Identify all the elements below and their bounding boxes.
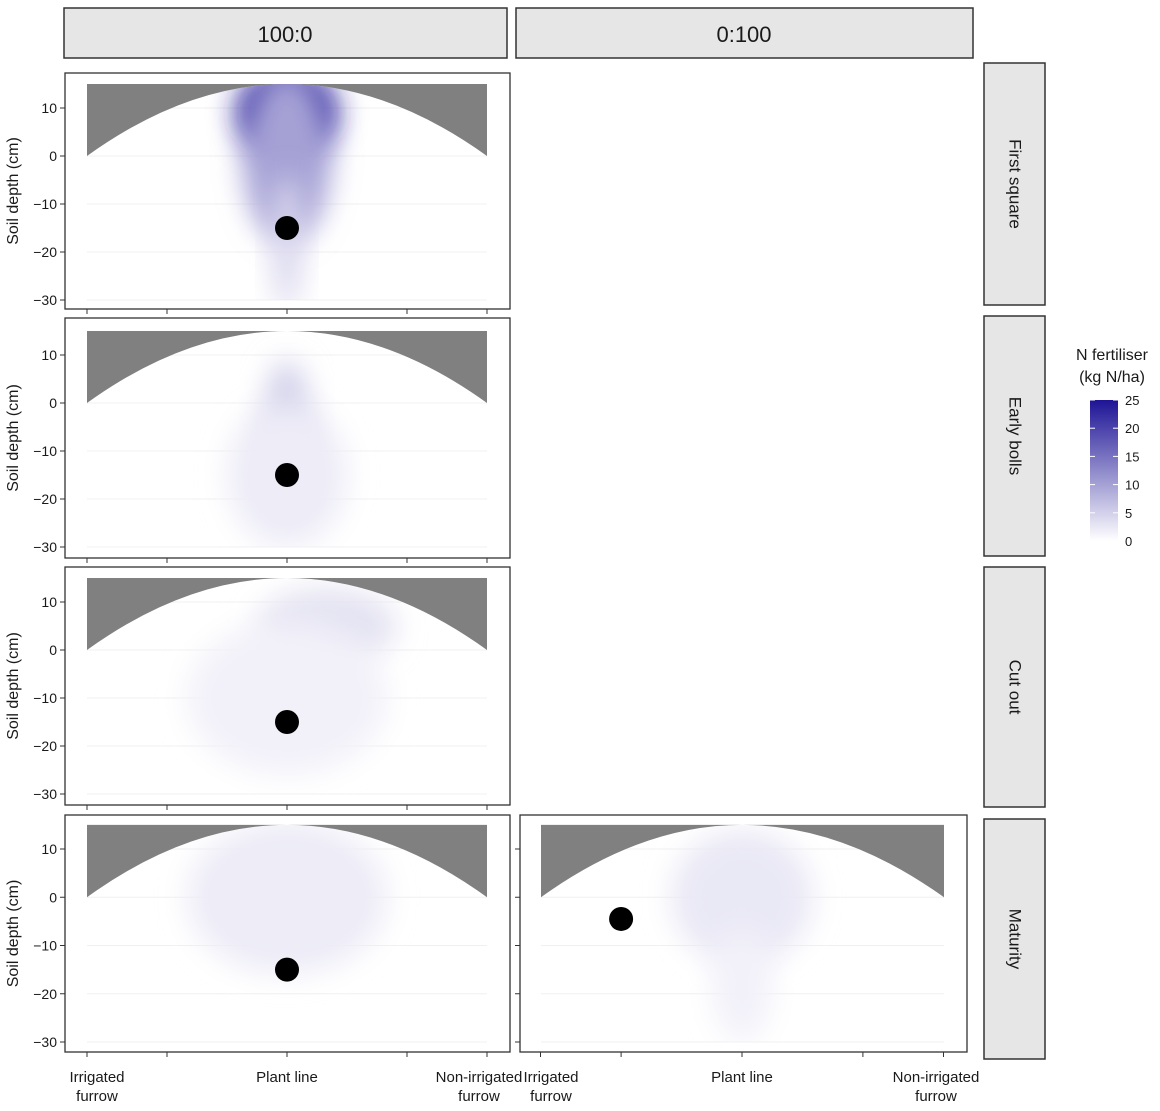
above-ground-mask <box>87 331 487 403</box>
panel-1-1: 10 0 −10 −20 −30 Soil depth (cm) <box>5 72 511 314</box>
heat-layer <box>237 84 337 300</box>
y-axis-label: Soil depth (cm) <box>5 880 22 988</box>
x-tick-label-line1: Non-irrigated <box>893 1069 980 1086</box>
row-strip-1: First square <box>983 62 1046 306</box>
measurement-point <box>275 957 299 982</box>
heat-cell <box>671 829 813 965</box>
x-tick-label-line2: furrow <box>915 1088 957 1105</box>
x-tick-label-2-2: Plant line <box>711 1069 773 1086</box>
row-strip-3: Cut out <box>983 566 1046 808</box>
column-strip-1: 100:0 <box>63 7 508 59</box>
row-strip-4: Maturity <box>983 818 1046 1060</box>
heat-layer <box>187 824 387 975</box>
y-tick-label: 0 <box>49 395 57 411</box>
panels-layer: 10 0 −10 −20 −30 Soil depth (cm) 10 0 −10 −20 −30 S… <box>5 72 980 1105</box>
measurement-point <box>275 216 299 240</box>
column-strip-2: 0:100 <box>515 7 974 59</box>
y-tick-label: 0 <box>49 889 57 905</box>
measurement-point <box>275 710 299 734</box>
y-tick-label: −30 <box>33 539 57 555</box>
y-tick-label: 10 <box>41 594 57 610</box>
y-tick-label: −20 <box>33 986 57 1002</box>
y-tick-label: 0 <box>49 148 57 164</box>
heat-cell <box>271 175 303 300</box>
above-ground-mask <box>87 578 487 650</box>
y-tick-label: −20 <box>33 738 57 754</box>
row-strip-label-1: First square <box>1006 139 1025 229</box>
legend-colorbar <box>1090 400 1118 541</box>
y-tick-label: −10 <box>33 196 57 212</box>
y-tick-label: 10 <box>41 841 57 857</box>
measurement-point <box>275 463 299 487</box>
y-tick-label: −30 <box>33 292 57 308</box>
x-tick-label-line2: furrow <box>530 1088 572 1105</box>
y-axis-label: Soil depth (cm) <box>5 632 22 740</box>
above-ground-mask <box>541 824 944 898</box>
column-strip-label-1: 100:0 <box>257 22 312 47</box>
panel-1-4: 10 0 −10 −20 −30 Soil depth (cm) <box>5 814 511 1057</box>
heat-cell <box>711 926 773 1042</box>
measurement-point <box>609 906 634 931</box>
x-tick-label-1-1: Irrigated furrow <box>69 1069 124 1105</box>
x-tick-label-line1: Non-irrigated <box>436 1069 523 1086</box>
above-ground-mask <box>87 84 487 156</box>
legend-tick-label: 20 <box>1125 421 1139 436</box>
y-tick-label: 0 <box>49 642 57 658</box>
row-strip-label-3: Cut out <box>1006 660 1025 715</box>
y-tick-label: −20 <box>33 244 57 260</box>
y-tick-label: 10 <box>41 100 57 116</box>
x-tick-label-line1: Irrigated <box>523 1069 578 1086</box>
heat-layer <box>671 829 813 1042</box>
x-tick-label-line1: Irrigated <box>69 1069 124 1086</box>
x-tick-label-2-3: Non-irrigated furrow <box>893 1069 980 1105</box>
heat-cell <box>187 824 387 975</box>
row-strip-label-2: Early bolls <box>1006 397 1025 475</box>
x-tick-label-line2: furrow <box>458 1088 500 1105</box>
heat-cell <box>243 84 331 243</box>
legend-tick-label: 5 <box>1125 506 1132 521</box>
legend-tick-label: 15 <box>1125 449 1139 464</box>
heat-cell <box>187 621 387 775</box>
legend-ticks: 25 20 15 10 5 0 <box>1090 393 1139 549</box>
x-tick-label-2-1: Irrigated furrow <box>523 1069 578 1105</box>
x-tick-label-line2: furrow <box>76 1088 118 1105</box>
y-tick-label: 10 <box>41 347 57 363</box>
column-strip-label-2: 0:100 <box>716 22 771 47</box>
legend-title-line2: (kg N/ha) <box>1079 369 1145 386</box>
y-axis-label: Soil depth (cm) <box>5 137 22 245</box>
x-tick-label-line1: Plant line <box>711 1069 773 1086</box>
y-tick-label: −10 <box>33 938 57 954</box>
panel-1-2: 10 0 −10 −20 −30 Soil depth (cm) <box>5 317 511 563</box>
y-tick-label: −30 <box>33 786 57 802</box>
row-strip-label-4: Maturity <box>1006 909 1025 970</box>
row-strip-2: Early bolls <box>983 315 1046 557</box>
x-tick-label-line1: Plant line <box>256 1069 318 1086</box>
x-tick-label-1-3: Non-irrigated furrow <box>436 1069 523 1105</box>
legend: N fertiliser (kg N/ha) 25 20 15 10 5 0 <box>1076 347 1149 549</box>
y-tick-label: −20 <box>33 491 57 507</box>
y-axis-label: Soil depth (cm) <box>5 384 22 492</box>
y-tick-label: −10 <box>33 443 57 459</box>
legend-tick-label: 0 <box>1125 534 1132 549</box>
legend-title-line1: N fertiliser <box>1076 347 1149 364</box>
heat-layer <box>187 587 397 775</box>
legend-tick-label: 10 <box>1125 478 1139 493</box>
panel-2-4 <box>515 814 968 1057</box>
panel-1-3: 10 0 −10 −20 −30 Soil depth (cm) <box>5 566 511 810</box>
y-tick-label: −30 <box>33 1034 57 1050</box>
y-tick-label: −10 <box>33 690 57 706</box>
x-tick-label-1-2: Plant line <box>256 1069 318 1086</box>
legend-tick-label: 25 <box>1125 393 1139 408</box>
above-ground-mask <box>87 824 487 898</box>
